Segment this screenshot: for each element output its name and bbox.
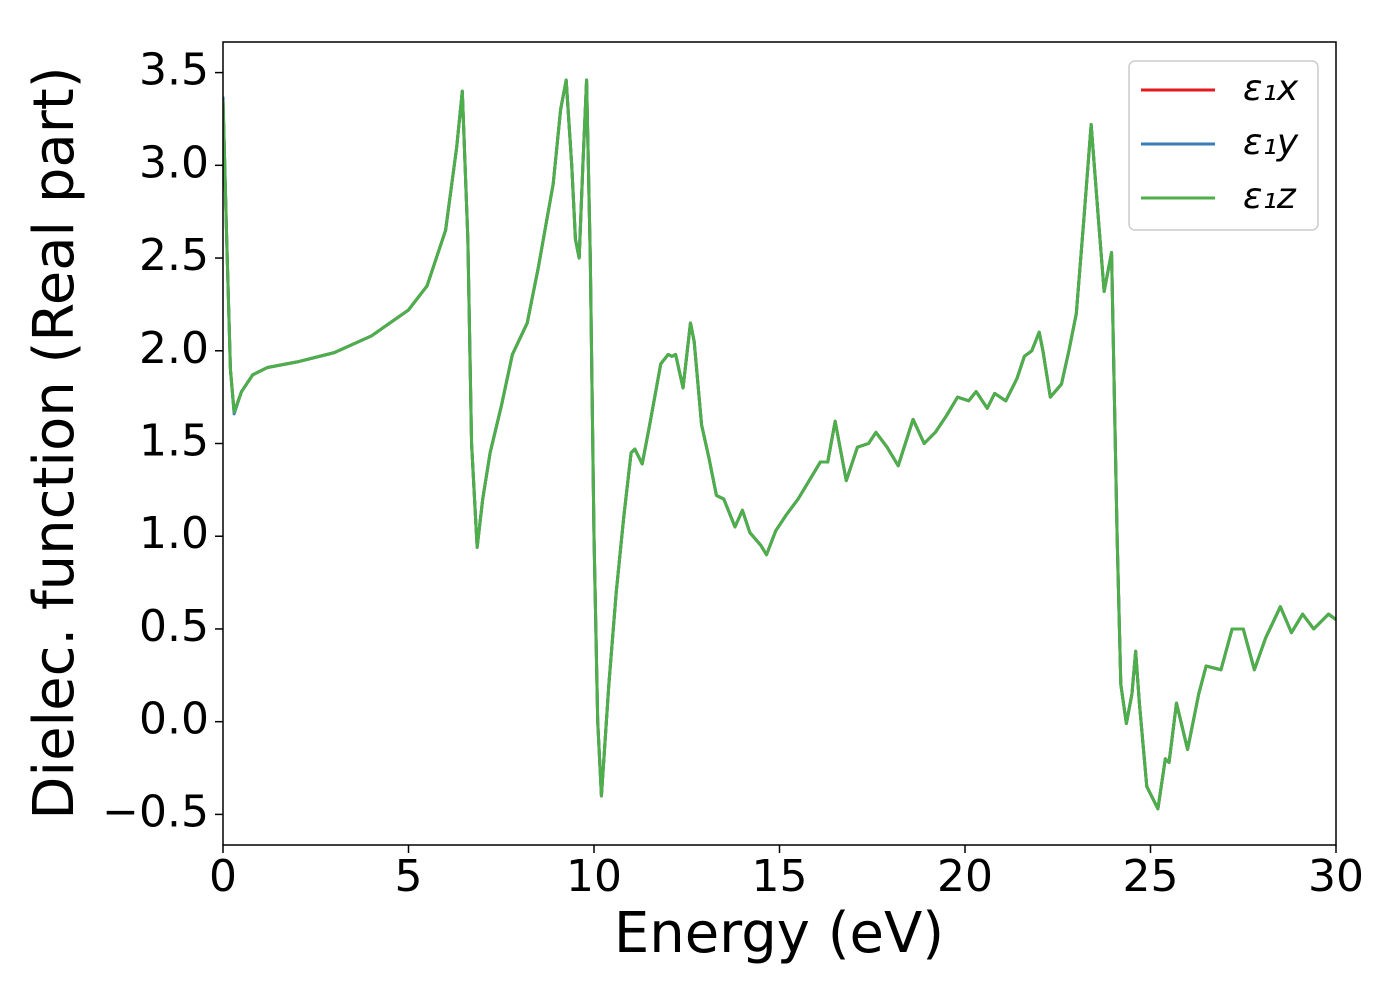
series-line [223, 78, 1336, 811]
y-tick-label: 3.5 [139, 45, 209, 96]
x-tick-label: 25 [1123, 851, 1179, 902]
y-tick-label: 0.5 [139, 601, 209, 652]
x-axis-label: Energy (eV) [614, 901, 944, 966]
legend-label: ε₁y [1243, 122, 1299, 163]
y-tick-label: 1.0 [139, 508, 209, 559]
y-axis-label: Dielec. function (Real part) [22, 66, 87, 819]
y-tick-label: 0.0 [139, 694, 209, 745]
y-tick-label: 3.0 [139, 137, 209, 188]
x-tick-label: 5 [395, 851, 423, 902]
x-tick-label: 0 [209, 851, 237, 902]
y-tick-label: 2.5 [139, 230, 209, 281]
y-tick-label: −0.5 [102, 786, 209, 837]
plot-frame [222, 41, 1337, 846]
legend-box [1128, 60, 1319, 231]
y-tick-label: 1.5 [139, 416, 209, 467]
x-tick-label: 20 [937, 851, 993, 902]
legend-label: ε₁z [1243, 176, 1297, 217]
x-tick-label: 10 [566, 851, 622, 902]
x-tick-label: 30 [1308, 851, 1364, 902]
x-tick-label: 15 [752, 851, 808, 902]
y-tick-label: 2.0 [139, 323, 209, 374]
legend-label: ε₁x [1243, 68, 1299, 109]
